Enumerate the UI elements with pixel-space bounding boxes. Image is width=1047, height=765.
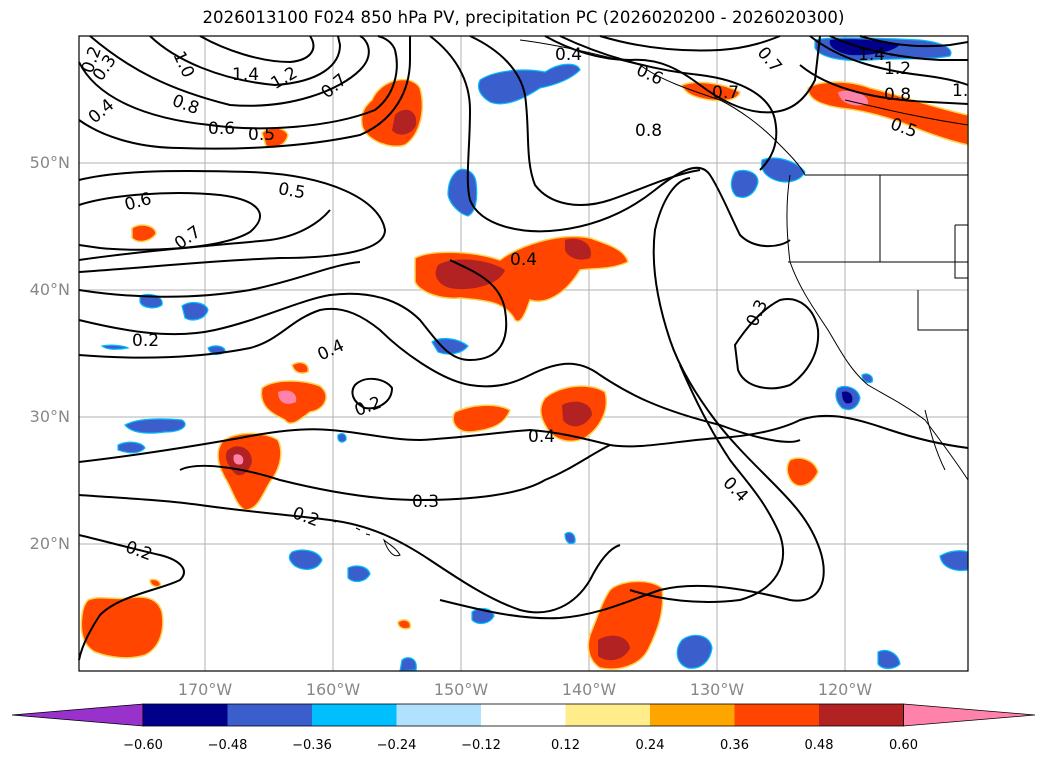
colorbar-tick-label: 0.24 [635,738,665,753]
colorbar-cell [227,704,313,726]
precip-negative-anomalies [100,37,969,672]
contour-label: 0.4 [528,427,555,447]
colorbar-cell [481,704,566,726]
colorbar-cell [396,704,482,726]
colorbar-tick-label: −0.48 [207,738,248,753]
coastlines [329,39,969,557]
colorbar-tick-label: 0.48 [804,738,834,753]
anomaly-blob [786,457,819,487]
anomaly-blob [861,373,873,384]
anomaly-blob [431,337,469,355]
lat-label-20n: 20°N [29,534,70,553]
contour-label: 0.2 [123,537,155,565]
anomaly-blob [877,649,901,670]
precip-positive-anomalies [80,78,969,670]
colorbar-cell [734,704,820,726]
contour-label: 1.2 [268,63,301,94]
colorbar-cell [143,704,228,726]
contour-label: 0.6 [208,119,235,139]
anomaly-blob [392,109,417,135]
lon-label-140w: 140°W [561,680,617,699]
anomaly-blob [117,441,146,454]
lat-label-30n: 30°N [29,407,70,426]
anomaly-blob [278,390,297,404]
map-frame [78,35,969,672]
anomaly-blob [676,634,713,669]
anomaly-blob [347,565,371,583]
colorbar-cell [819,704,904,726]
lat-label-50n: 50°N [29,153,70,172]
colorbar-tick-label: 0.12 [551,738,580,753]
anomaly-blob [842,391,853,404]
colorbar-tick-label: 0.60 [889,738,918,753]
anomaly-blob [838,90,869,106]
contour-label: 0.7 [753,43,786,77]
anomaly-blob [447,168,478,217]
anomaly-blob [124,418,186,434]
anomaly-blob [291,361,309,374]
contour-label: 1.4 [232,65,259,85]
contour-label: 0.7 [317,70,351,103]
contour-label: 0.2 [290,503,322,531]
anomaly-blob [565,238,591,260]
colorbar-tick-label: −0.36 [292,738,332,753]
contour-label: 0.3 [412,492,439,512]
anomaly-blob [562,401,592,427]
contour-label: 0.5 [248,125,275,145]
lon-label-150w: 150°W [433,680,489,699]
colorbar-frame [142,703,904,727]
anomaly-blob [760,157,806,183]
contour-label: 0.8 [635,121,662,141]
anomaly-blob [477,63,581,105]
anomaly-blob [100,344,130,350]
contour-label: 0.4 [510,250,537,270]
contour-label: 0.5 [277,179,307,203]
colorbar-tick-label: −0.60 [123,738,163,753]
lon-label-160w: 160°W [305,680,361,699]
anomaly-blob [399,657,417,672]
colorbar-cell [565,704,651,726]
colorbar-tick-label: 0.36 [720,738,749,753]
anomaly-blob [397,619,412,630]
lon-label-130w: 130°W [689,680,745,699]
contour-label: 1.2 [884,59,911,79]
contour-label: 0.7 [712,83,739,103]
pv-contours [78,35,969,661]
graticule [79,36,968,671]
colorbar-cell [312,704,397,726]
anomaly-blob [181,301,209,321]
colorbar-extend-min [11,703,144,727]
contour-label: 0.6 [122,189,153,215]
contour-label: 0.3 [743,297,773,330]
map-title: 2026013100 F024 850 hPa PV, precipitatio… [202,8,845,27]
anomaly-blob [288,549,323,570]
anomaly-blob [131,224,157,243]
anomaly-blob [233,454,244,465]
colorbar-cell [650,704,735,726]
anomaly-blob [598,635,630,661]
anomaly-blob [149,578,162,588]
contour-label: 0.4 [314,336,347,366]
contour-label: 1. [952,81,968,101]
lat-label-40n: 40°N [29,280,70,299]
anomaly-blob [730,169,759,198]
map-panel: 0.2 0.3 0.4 1.0 1.4 1.2 0.7 0.8 0.6 0.5 … [78,35,969,672]
anomaly-blob [80,596,164,659]
colorbar-tick-label: −0.12 [461,738,501,753]
contour-label: 0.4 [719,473,752,506]
lon-label-120w: 120°W [817,680,873,699]
colorbar-tick-label: −0.24 [376,738,417,753]
contour-label: 0.2 [132,331,159,351]
contour-label: 1.4 [858,45,885,65]
anomaly-blob [564,531,576,545]
contour-label: 0.8 [884,85,911,105]
anomaly-blob [452,404,511,433]
contour-label: 0.4 [555,45,582,65]
anomaly-blob [337,433,347,443]
contour-label: 0.4 [85,95,119,128]
colorbar-extend-max [903,703,1036,727]
anomaly-blob [939,550,969,572]
lon-label-170w: 170°W [177,680,233,699]
